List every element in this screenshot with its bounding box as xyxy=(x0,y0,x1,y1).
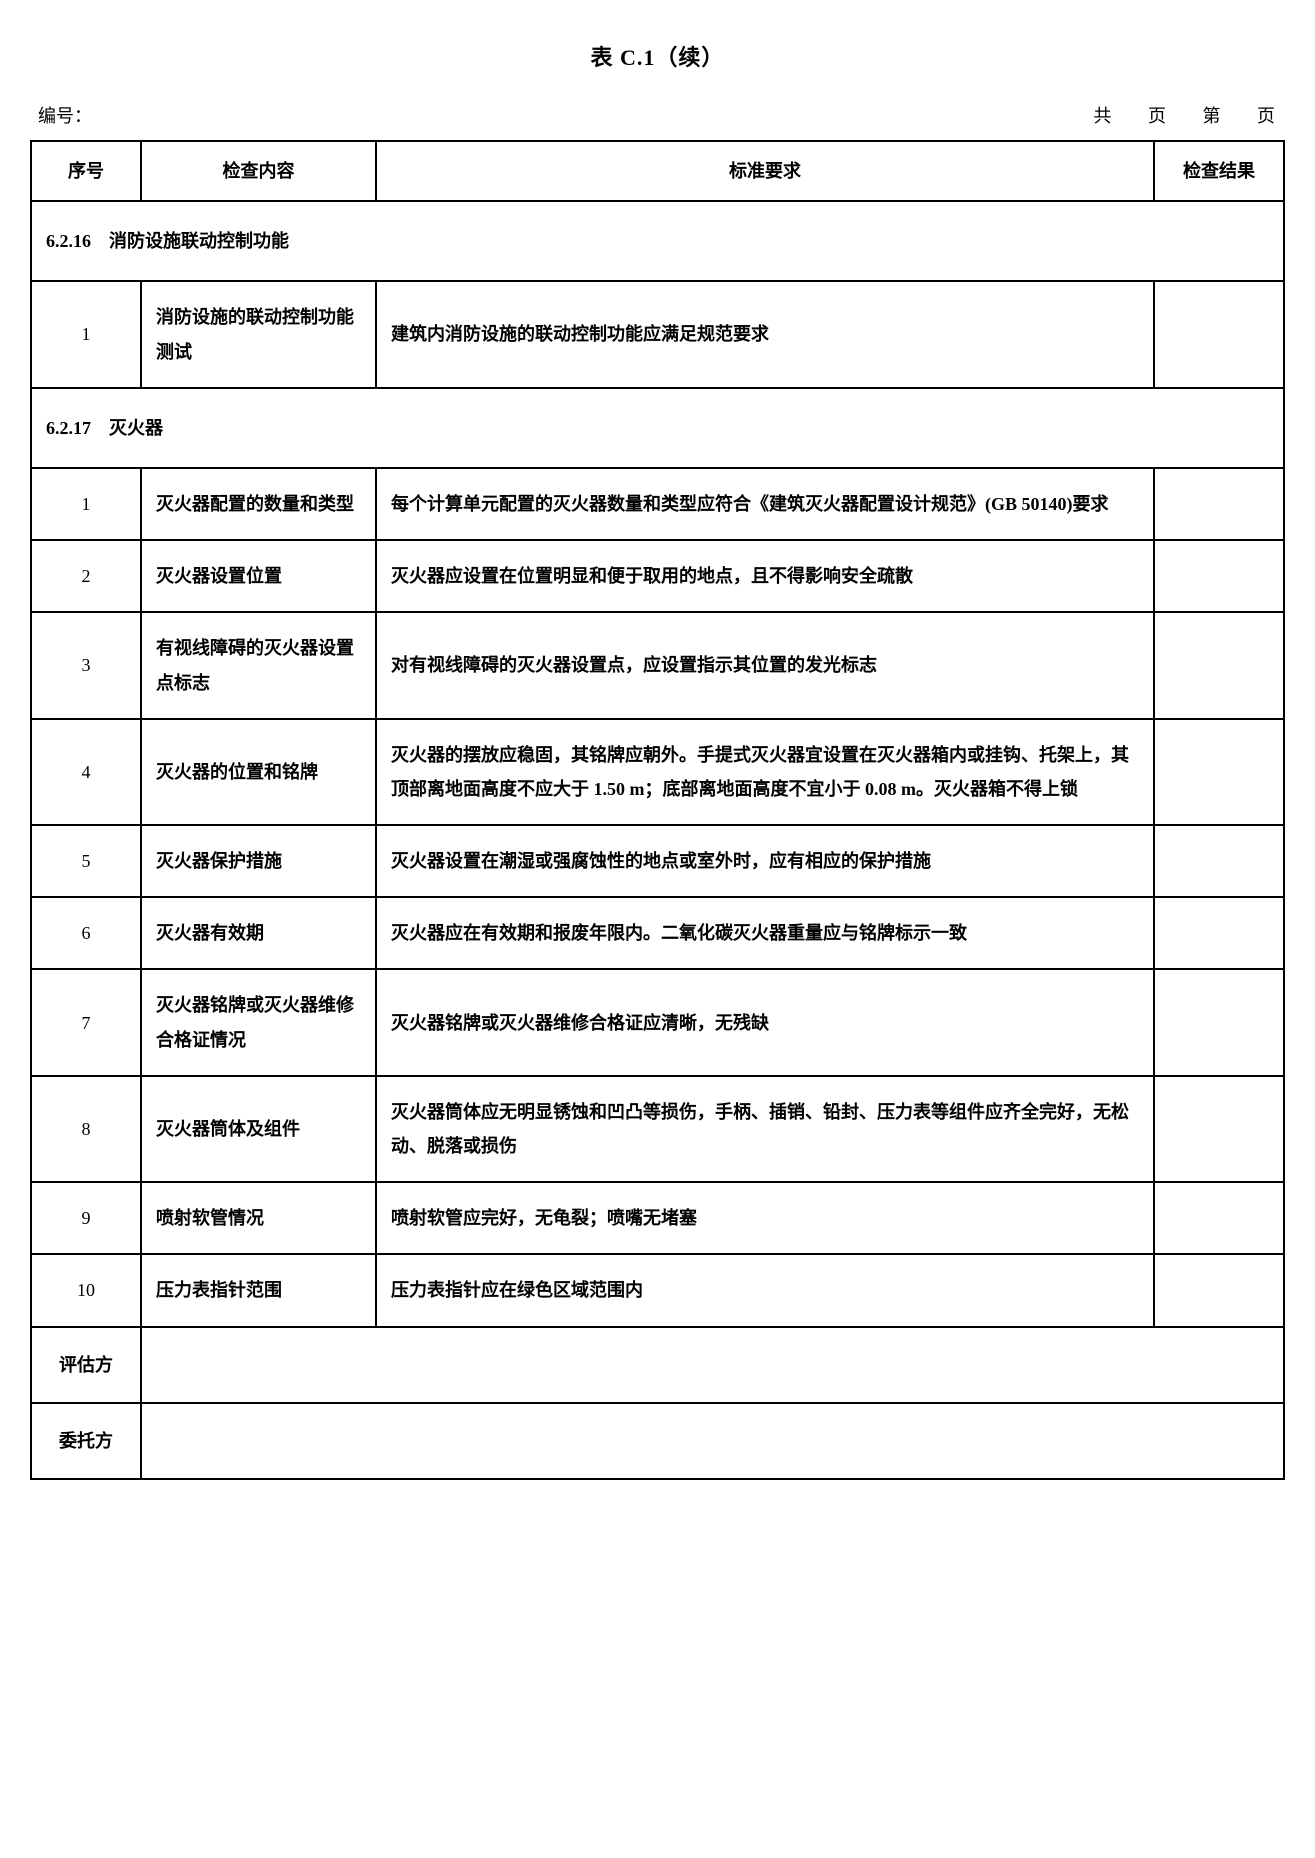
cell-req: 压力表指针应在绿色区域范围内 xyxy=(376,1254,1154,1326)
cell-result[interactable] xyxy=(1154,612,1284,718)
footer-row-client: 委托方 xyxy=(31,1403,1284,1479)
table-title: 表 C.1（续） xyxy=(30,40,1285,72)
col-req-header: 标准要求 xyxy=(376,141,1154,201)
cell-content: 灭火器设置位置 xyxy=(141,540,376,612)
section-heading: 6.2.16 消防设施联动控制功能 xyxy=(31,201,1284,281)
cell-seq: 9 xyxy=(31,1182,141,1254)
cell-req: 对有视线障碍的灭火器设置点，应设置指示其位置的发光标志 xyxy=(376,612,1154,718)
section-heading: 6.2.17 灭火器 xyxy=(31,388,1284,468)
cell-content: 灭火器有效期 xyxy=(141,897,376,969)
cell-result[interactable] xyxy=(1154,468,1284,540)
cell-req: 灭火器铭牌或灭火器维修合格证应清晰，无残缺 xyxy=(376,969,1154,1075)
table-row: 1 灭火器配置的数量和类型 每个计算单元配置的灭火器数量和类型应符合《建筑灭火器… xyxy=(31,468,1284,540)
cell-seq: 10 xyxy=(31,1254,141,1326)
cell-seq: 8 xyxy=(31,1076,141,1182)
cell-seq: 2 xyxy=(31,540,141,612)
header-row: 编号： 共 页 第 页 xyxy=(30,102,1285,128)
number-label: 编号： xyxy=(38,102,92,128)
cell-req: 灭火器设置在潮湿或强腐蚀性的地点或室外时，应有相应的保护措施 xyxy=(376,825,1154,897)
cell-content: 灭火器配置的数量和类型 xyxy=(141,468,376,540)
cell-req: 喷射软管应完好，无龟裂；喷嘴无堵塞 xyxy=(376,1182,1154,1254)
col-seq-header: 序号 xyxy=(31,141,141,201)
cell-seq: 3 xyxy=(31,612,141,718)
cell-result[interactable] xyxy=(1154,969,1284,1075)
table-row: 8 灭火器筒体及组件 灭火器筒体应无明显锈蚀和凹凸等损伤，手柄、插销、铅封、压力… xyxy=(31,1076,1284,1182)
page-unit2: 页 xyxy=(1257,106,1277,126)
cell-req: 建筑内消防设施的联动控制功能应满足规范要求 xyxy=(376,281,1154,387)
table-row: 10 压力表指针范围 压力表指针应在绿色区域范围内 xyxy=(31,1254,1284,1326)
col-result-header: 检查结果 xyxy=(1154,141,1284,201)
total-label: 共 xyxy=(1094,106,1114,126)
table-row: 9 喷射软管情况 喷射软管应完好，无龟裂；喷嘴无堵塞 xyxy=(31,1182,1284,1254)
client-label: 委托方 xyxy=(31,1403,141,1479)
cell-seq: 1 xyxy=(31,468,141,540)
cell-seq: 4 xyxy=(31,719,141,825)
table-row: 6 灭火器有效期 灭火器应在有效期和报废年限内。二氧化碳灭火器重量应与铭牌标示一… xyxy=(31,897,1284,969)
footer-row-evaluator: 评估方 xyxy=(31,1327,1284,1403)
cell-seq: 7 xyxy=(31,969,141,1075)
cell-content: 灭火器保护措施 xyxy=(141,825,376,897)
page-info: 共 页 第 页 xyxy=(1066,102,1278,128)
cell-seq: 1 xyxy=(31,281,141,387)
cell-req: 灭火器的摆放应稳固，其铭牌应朝外。手提式灭火器宜设置在灭火器箱内或挂钩、托架上，… xyxy=(376,719,1154,825)
cell-result[interactable] xyxy=(1154,719,1284,825)
cell-req: 灭火器应在有效期和报废年限内。二氧化碳灭火器重量应与铭牌标示一致 xyxy=(376,897,1154,969)
cell-content: 灭火器铭牌或灭火器维修合格证情况 xyxy=(141,969,376,1075)
cell-result[interactable] xyxy=(1154,825,1284,897)
cell-content: 灭火器筒体及组件 xyxy=(141,1076,376,1182)
cell-req: 灭火器筒体应无明显锈蚀和凹凸等损伤，手柄、插销、铅封、压力表等组件应齐全完好，无… xyxy=(376,1076,1154,1182)
cell-result[interactable] xyxy=(1154,1182,1284,1254)
cell-result[interactable] xyxy=(1154,897,1284,969)
evaluator-label: 评估方 xyxy=(31,1327,141,1403)
current-label: 第 xyxy=(1203,106,1223,126)
table-row: 4 灭火器的位置和铭牌 灭火器的摆放应稳固，其铭牌应朝外。手提式灭火器宜设置在灭… xyxy=(31,719,1284,825)
cell-seq: 6 xyxy=(31,897,141,969)
table-row: 3 有视线障碍的灭火器设置点标志 对有视线障碍的灭火器设置点，应设置指示其位置的… xyxy=(31,612,1284,718)
evaluator-blank[interactable] xyxy=(141,1327,1284,1403)
cell-content: 压力表指针范围 xyxy=(141,1254,376,1326)
section-heading-row: 6.2.16 消防设施联动控制功能 xyxy=(31,201,1284,281)
cell-content: 灭火器的位置和铭牌 xyxy=(141,719,376,825)
table-row: 5 灭火器保护措施 灭火器设置在潮湿或强腐蚀性的地点或室外时，应有相应的保护措施 xyxy=(31,825,1284,897)
cell-result[interactable] xyxy=(1154,540,1284,612)
table-row: 1 消防设施的联动控制功能测试 建筑内消防设施的联动控制功能应满足规范要求 xyxy=(31,281,1284,387)
cell-result[interactable] xyxy=(1154,281,1284,387)
page-unit1: 页 xyxy=(1148,106,1168,126)
col-content-header: 检查内容 xyxy=(141,141,376,201)
inspection-table: 序号 检查内容 标准要求 检查结果 6.2.16 消防设施联动控制功能 1 消防… xyxy=(30,140,1285,1480)
table-row: 2 灭火器设置位置 灭火器应设置在位置明显和便于取用的地点，且不得影响安全疏散 xyxy=(31,540,1284,612)
cell-req: 每个计算单元配置的灭火器数量和类型应符合《建筑灭火器配置设计规范》(GB 501… xyxy=(376,468,1154,540)
cell-content: 喷射软管情况 xyxy=(141,1182,376,1254)
cell-content: 有视线障碍的灭火器设置点标志 xyxy=(141,612,376,718)
table-header-row: 序号 检查内容 标准要求 检查结果 xyxy=(31,141,1284,201)
cell-seq: 5 xyxy=(31,825,141,897)
cell-result[interactable] xyxy=(1154,1254,1284,1326)
section-heading-row: 6.2.17 灭火器 xyxy=(31,388,1284,468)
client-blank[interactable] xyxy=(141,1403,1284,1479)
table-row: 7 灭火器铭牌或灭火器维修合格证情况 灭火器铭牌或灭火器维修合格证应清晰，无残缺 xyxy=(31,969,1284,1075)
cell-result[interactable] xyxy=(1154,1076,1284,1182)
cell-content: 消防设施的联动控制功能测试 xyxy=(141,281,376,387)
cell-req: 灭火器应设置在位置明显和便于取用的地点，且不得影响安全疏散 xyxy=(376,540,1154,612)
